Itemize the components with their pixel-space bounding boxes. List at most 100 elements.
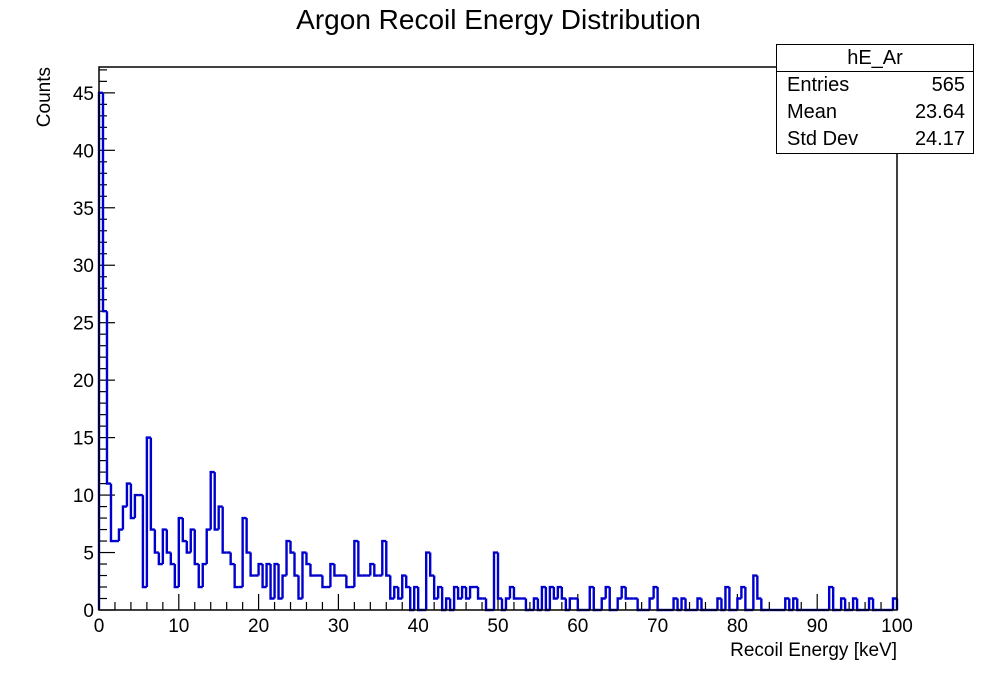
histogram-bin <box>169 552 175 566</box>
histogram-bin <box>145 436 151 588</box>
histogram-bin <box>855 598 862 612</box>
histogram-bin <box>428 552 435 577</box>
histogram-bin <box>357 541 363 577</box>
histogram-bin <box>600 597 606 610</box>
histogram-bin <box>652 585 658 599</box>
x-tick-label: 20 <box>248 616 269 637</box>
histogram-bin <box>401 574 407 599</box>
histogram-bin <box>588 585 594 610</box>
histogram-bin <box>532 597 538 610</box>
histogram-bin <box>568 597 574 610</box>
histogram-bin <box>851 597 858 610</box>
stats-label: Entries <box>787 74 850 96</box>
histogram-bin <box>464 587 471 600</box>
x-tick-label: 80 <box>727 616 748 637</box>
histogram-bin <box>189 528 195 553</box>
histogram-bin <box>648 597 654 610</box>
chart-title: Argon Recoil Energy Distribution <box>296 4 701 35</box>
stats-box-name: hE_Ar <box>777 45 973 72</box>
histogram-bin <box>381 539 387 576</box>
y-tick-label: 35 <box>73 199 94 220</box>
histogram-bin <box>297 575 303 600</box>
histogram-bin <box>101 92 107 313</box>
histogram-bin <box>839 597 846 610</box>
x-tick-label: 90 <box>807 616 828 637</box>
histogram-bin <box>867 597 874 610</box>
histogram-bin <box>177 516 183 588</box>
histogram-bin <box>620 585 626 599</box>
histogram-bin <box>257 562 263 576</box>
histogram-bin <box>592 587 598 612</box>
histogram-bin <box>241 516 247 588</box>
histogram-bin <box>289 541 295 554</box>
histogram-bin <box>476 587 483 600</box>
histogram-bin <box>389 575 395 600</box>
stats-label: Std Dev <box>787 128 859 150</box>
histogram-bin <box>608 587 614 612</box>
histogram-bin <box>604 585 610 599</box>
x-tick-label: 30 <box>328 616 349 637</box>
histogram-bin <box>197 564 203 589</box>
histogram-bin <box>716 597 722 610</box>
x-tick-label: 60 <box>567 616 588 637</box>
y-tick-label: 5 <box>83 544 94 565</box>
y-tick-label: 20 <box>73 371 94 392</box>
histogram-bin <box>305 552 311 566</box>
histogram-bin <box>193 529 199 566</box>
histogram-bin <box>444 597 451 610</box>
histogram-bin <box>548 585 554 610</box>
histogram-bin <box>413 585 419 610</box>
histogram-bin <box>405 575 411 589</box>
histogram-bin <box>680 597 686 610</box>
histogram-bin <box>508 585 514 599</box>
histogram-bin <box>293 552 299 577</box>
histogram-bin <box>141 495 147 589</box>
histogram-bin <box>133 493 139 519</box>
stats-value: 23.64 <box>914 101 965 123</box>
stats-value: 24.17 <box>914 128 965 150</box>
histogram-bin <box>309 564 315 577</box>
histogram-bin <box>321 575 327 589</box>
histogram-bin <box>393 585 399 599</box>
histogram-bin <box>696 597 702 610</box>
histogram-bin <box>672 597 678 610</box>
histogram-bin <box>273 562 279 599</box>
histogram-bin <box>827 585 834 610</box>
histogram-bin <box>285 539 291 576</box>
y-axis-label: Counts <box>34 67 55 127</box>
histogram-bin <box>460 585 467 599</box>
y-tick-label: 10 <box>73 486 94 507</box>
histogram-bin <box>556 585 562 599</box>
histogram-bin <box>185 541 191 554</box>
histogram-bin <box>744 587 750 612</box>
histogram-bin <box>157 552 163 566</box>
histogram-bin <box>245 518 251 554</box>
histogram-bin <box>153 529 159 554</box>
histogram-bin <box>792 597 798 610</box>
histogram-bars <box>97 91 899 612</box>
histogram-bin <box>117 528 123 542</box>
stats-label: Mean <box>787 101 838 123</box>
histogram-bin <box>424 551 431 610</box>
histogram-bin <box>369 562 375 576</box>
histogram-bin <box>728 587 734 612</box>
y-tick-label: 15 <box>73 429 94 450</box>
x-tick-label: 0 <box>94 616 105 637</box>
histogram-bin <box>173 564 179 589</box>
histogram-bin <box>205 528 211 565</box>
histogram-bin <box>576 598 582 612</box>
histogram-bin <box>281 574 287 599</box>
histogram-bin <box>149 437 155 531</box>
plot-frame <box>98 66 898 611</box>
histogram-bin <box>201 562 207 588</box>
histogram-bin <box>121 505 127 530</box>
histogram-bin <box>512 587 518 600</box>
histogram-bin <box>333 564 339 577</box>
histogram-bin <box>624 587 630 600</box>
histogram-bin <box>329 562 335 588</box>
histogram-bin <box>496 552 502 600</box>
histogram-bin <box>217 505 223 530</box>
histogram-bin <box>125 482 131 507</box>
histogram-bin <box>385 541 391 577</box>
